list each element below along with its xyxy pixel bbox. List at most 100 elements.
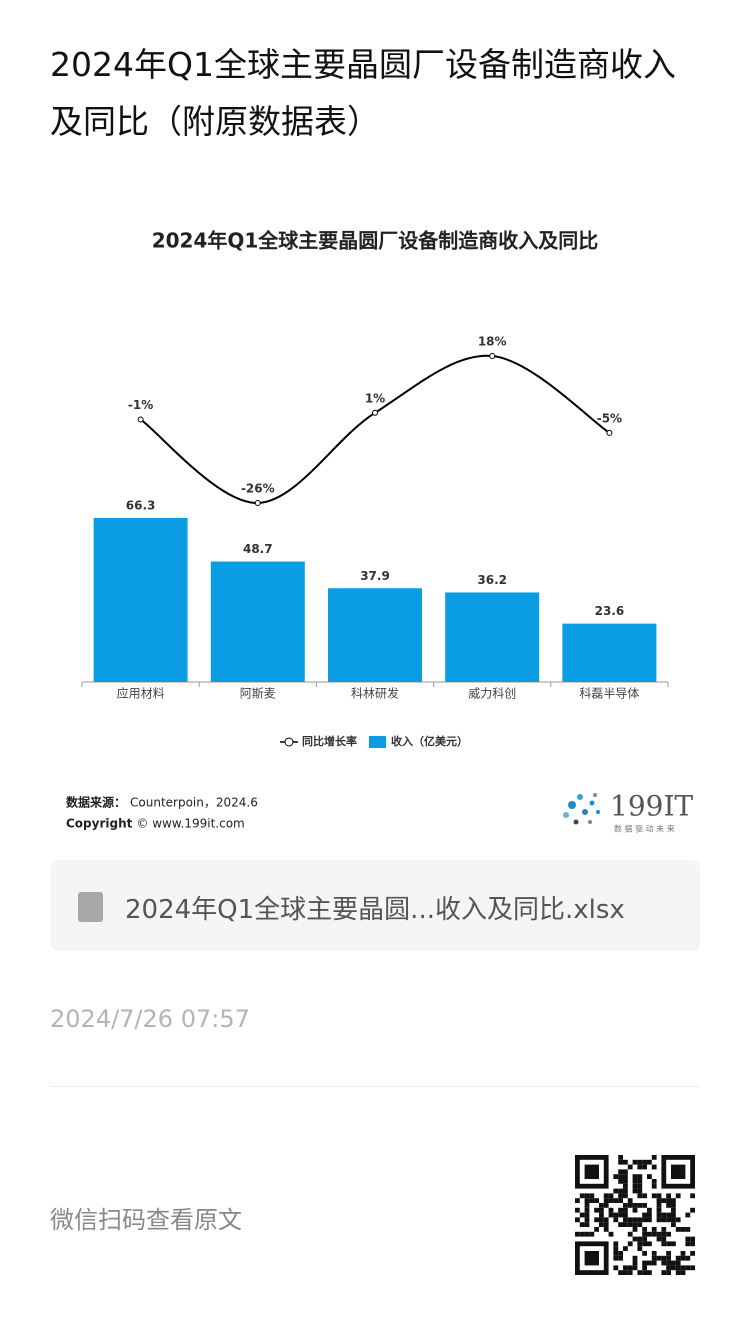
logo-dot bbox=[593, 793, 597, 797]
qr-module bbox=[642, 1236, 647, 1242]
source-label: Copyright bbox=[66, 817, 133, 831]
qr-module bbox=[584, 1222, 590, 1227]
qr-module bbox=[651, 1260, 657, 1266]
qr-module bbox=[647, 1159, 652, 1165]
qr-module bbox=[661, 1270, 667, 1275]
qr-module bbox=[642, 1203, 647, 1208]
qr-module bbox=[627, 1203, 633, 1208]
qr-module bbox=[599, 1203, 604, 1208]
line-value-label: 1% bbox=[365, 391, 385, 405]
qr-module bbox=[666, 1217, 671, 1223]
qr-module bbox=[589, 1193, 595, 1199]
qr-module bbox=[680, 1227, 686, 1232]
qr-module bbox=[642, 1217, 647, 1223]
qr-module bbox=[618, 1222, 623, 1227]
qr-module bbox=[618, 1174, 623, 1179]
source-text: © www.199it.com bbox=[136, 817, 244, 831]
qr-module bbox=[599, 1217, 604, 1223]
qr-module bbox=[647, 1231, 652, 1237]
qr-module bbox=[623, 1188, 628, 1194]
bar-value-label: 48.7 bbox=[243, 542, 273, 556]
qr-module bbox=[623, 1212, 628, 1218]
attachment[interactable]: 2024年Q1全球主要晶圆...收入及同比.xlsx bbox=[50, 860, 700, 951]
qr-module bbox=[661, 1231, 667, 1237]
qr-module bbox=[579, 1231, 585, 1237]
qr-module bbox=[671, 1260, 676, 1266]
qr-module bbox=[637, 1193, 643, 1199]
qr-module bbox=[656, 1193, 662, 1199]
qr-module bbox=[603, 1222, 609, 1227]
qr-module bbox=[613, 1188, 619, 1194]
qr-module bbox=[599, 1207, 604, 1213]
qr-module bbox=[575, 1198, 580, 1203]
attachment-filename[interactable]: 2024年Q1全球主要晶圆...收入及同比.xlsx bbox=[125, 895, 625, 925]
x-tick-label: 科林研发 bbox=[351, 686, 399, 701]
qr-module bbox=[618, 1188, 623, 1194]
qr-module bbox=[623, 1179, 628, 1184]
qr-module bbox=[675, 1255, 681, 1261]
qr-module bbox=[642, 1227, 647, 1232]
qr-module bbox=[671, 1203, 676, 1208]
qr-module bbox=[632, 1179, 638, 1184]
logo-dot bbox=[582, 809, 588, 815]
qr-module bbox=[618, 1270, 623, 1275]
qr-module bbox=[623, 1183, 628, 1189]
line-point bbox=[372, 409, 378, 416]
qr-module bbox=[661, 1260, 667, 1266]
qr-module bbox=[642, 1251, 647, 1256]
qr-module bbox=[661, 1198, 667, 1203]
source-label: 数据来源： bbox=[66, 795, 126, 810]
qr-module bbox=[685, 1241, 691, 1247]
qr-module bbox=[666, 1203, 671, 1208]
logo-dot bbox=[588, 820, 592, 824]
qr-module bbox=[632, 1236, 638, 1242]
source-text: Counterpoin，2024.6 bbox=[130, 796, 258, 810]
qr-module bbox=[675, 1270, 681, 1275]
qr-module bbox=[647, 1174, 652, 1179]
qr-module bbox=[584, 1217, 590, 1223]
qr-module bbox=[637, 1241, 643, 1247]
qr-module bbox=[666, 1231, 671, 1237]
qr-module bbox=[618, 1169, 623, 1175]
qr-module bbox=[618, 1179, 623, 1184]
qr-module bbox=[623, 1217, 628, 1223]
qr-module bbox=[680, 1251, 686, 1256]
qr-module bbox=[623, 1169, 628, 1175]
qr-module bbox=[637, 1270, 643, 1275]
qr-module bbox=[627, 1231, 633, 1237]
qr-module bbox=[623, 1159, 628, 1165]
qr-module bbox=[632, 1188, 638, 1194]
qr-module bbox=[675, 1260, 681, 1266]
qr-module bbox=[584, 1212, 590, 1218]
line-value-label: -5% bbox=[597, 411, 622, 425]
qr-module bbox=[589, 1231, 595, 1237]
qr-module bbox=[690, 1241, 695, 1247]
bar-value-label: 37.9 bbox=[360, 569, 390, 583]
qr-module bbox=[618, 1212, 623, 1218]
qr-module bbox=[603, 1203, 609, 1208]
qr-module bbox=[594, 1227, 599, 1232]
qr-module bbox=[642, 1265, 647, 1271]
qr-module bbox=[656, 1212, 662, 1218]
qr-caption: 微信扫码查看原文 bbox=[50, 1206, 242, 1234]
qr-module bbox=[627, 1241, 633, 1247]
qr-module bbox=[690, 1207, 695, 1213]
qr-module bbox=[671, 1241, 676, 1247]
qr-module bbox=[637, 1217, 643, 1223]
qr-module bbox=[685, 1212, 691, 1218]
bar bbox=[445, 592, 540, 682]
qr-module bbox=[661, 1241, 667, 1247]
qr-module bbox=[666, 1198, 671, 1203]
qr-module bbox=[651, 1227, 657, 1232]
qr-module bbox=[627, 1164, 633, 1170]
qr-module bbox=[584, 1198, 590, 1203]
qr-module bbox=[608, 1231, 614, 1237]
x-tick-label: 应用材料 bbox=[117, 686, 165, 701]
qr-module bbox=[584, 1231, 590, 1237]
qr-module bbox=[623, 1265, 628, 1271]
qr-module bbox=[623, 1193, 628, 1199]
qr-module bbox=[632, 1217, 638, 1223]
qr-module bbox=[651, 1155, 657, 1160]
qr-module bbox=[579, 1212, 585, 1218]
line-point bbox=[606, 429, 613, 436]
